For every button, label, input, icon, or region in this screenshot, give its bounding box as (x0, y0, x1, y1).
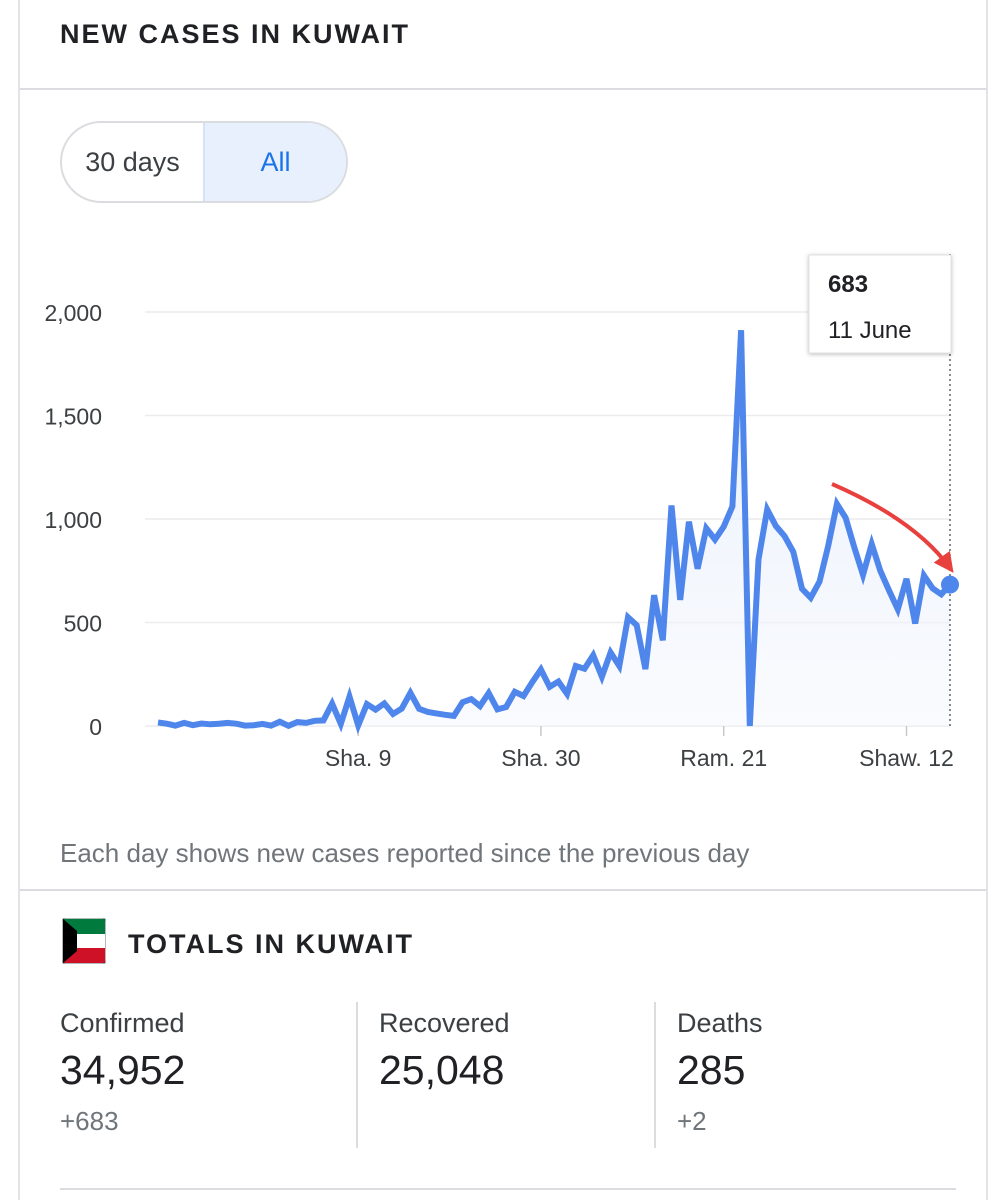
y-tick-label: 500 (64, 611, 102, 637)
y-tick-label: 1,500 (44, 404, 102, 430)
series-line (157, 330, 953, 735)
confirmed-value: 34,952 (60, 1047, 186, 1093)
y-tick-label: 1,000 (44, 507, 102, 533)
header-divider (20, 88, 986, 90)
range-option-30-days[interactable]: 30 days (85, 146, 180, 177)
deaths-label: Deaths (677, 1008, 763, 1038)
tooltip-box (808, 254, 952, 354)
x-tick-label: Sha. 9 (325, 745, 392, 771)
y-tick-label: 2,000 (44, 300, 102, 326)
new-cases-card: NEW CASES IN KUWAIT 30 days All 0 500 1,00… (18, 0, 988, 1200)
recovered-label: Recovered (379, 1008, 510, 1038)
chart-footnote: Each day shows new cases reported since … (60, 838, 750, 868)
footer-divider (20, 889, 986, 891)
tooltip-value: 683 (828, 271, 868, 298)
kuwait-flag-icon (62, 918, 106, 964)
bottom-divider (60, 1188, 956, 1190)
stat-confirmed: Confirmed 34,952 +683 (60, 1008, 185, 1137)
confirmed-delta: +683 (60, 1106, 119, 1136)
series-area (158, 330, 950, 726)
totals-title: TOTALS IN KUWAIT (128, 929, 414, 959)
stat-separator (654, 1002, 656, 1148)
stat-recovered: Recovered 25,048 (379, 1008, 510, 1094)
deaths-value: 285 (677, 1047, 746, 1093)
tooltip-date: 11 June (828, 317, 912, 344)
stat-deaths: Deaths 285 +2 (677, 1008, 763, 1137)
data-point-marker[interactable] (941, 575, 959, 594)
stat-separator (356, 1002, 358, 1148)
card-title: NEW CASES IN KUWAIT (60, 19, 411, 49)
new-cases-chart[interactable]: 0 500 1,000 1,500 2,000 Sha. 9 Sha. 30 Ram. 21 S… (20, 240, 986, 800)
annotation-arrow (831, 482, 954, 573)
deaths-delta: +2 (677, 1106, 707, 1136)
x-tick-label: Ram. 21 (680, 745, 767, 771)
range-toggle: 30 days All (60, 121, 348, 203)
x-tick-label: Shaw. 12 (859, 745, 954, 771)
x-tick-label: Sha. 30 (501, 745, 580, 771)
confirmed-label: Confirmed (60, 1008, 185, 1038)
range-option-all[interactable]: All (203, 123, 346, 201)
recovered-value: 25,048 (379, 1047, 505, 1093)
y-tick-label: 0 (89, 714, 102, 740)
